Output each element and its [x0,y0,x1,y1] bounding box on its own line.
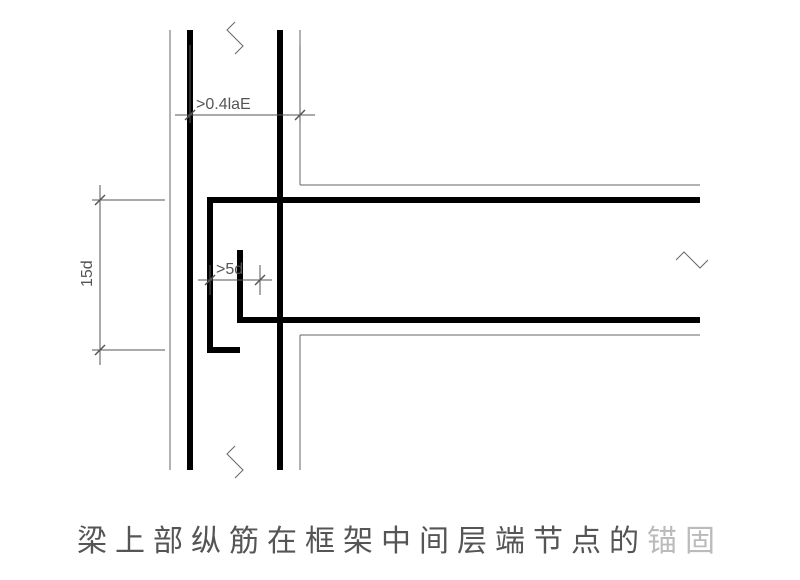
dim-inner-label: >5d [216,261,243,278]
beam-bottom-bar [240,250,700,320]
structural-lines [190,30,700,470]
beam-top-bar [210,200,700,350]
rebar-anchorage-diagram: >0.4laE >5d 15d [0,0,800,580]
break-beam-right [676,252,708,268]
caption-fade: 锚固 [647,525,723,558]
caption-main: 梁上部纵筋在框架中间层端节点的 [77,525,647,558]
dim-top-label: >0.4laE [196,96,251,113]
break-column-top [227,22,243,54]
dim-left-label: 15d [79,260,96,287]
construction-lines [170,22,708,478]
figure-caption: 梁上部纵筋在框架中间层端节点的锚固 [0,516,800,560]
break-column-bottom [227,446,243,478]
